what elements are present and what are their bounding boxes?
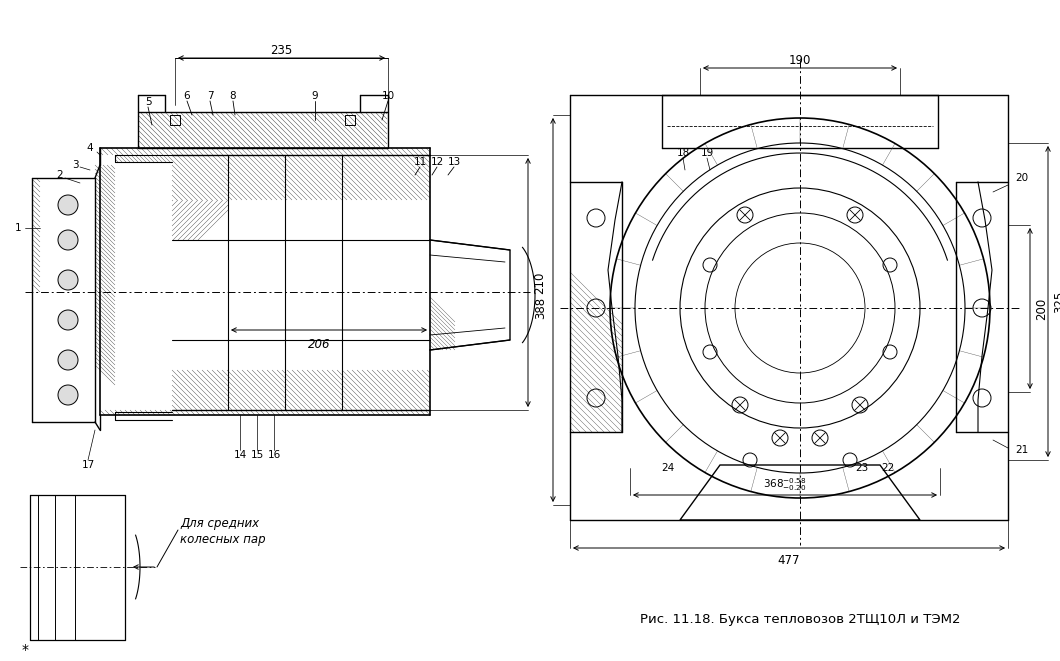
- Text: 15: 15: [250, 450, 264, 460]
- Text: 210: 210: [533, 271, 547, 293]
- Text: 3: 3: [72, 160, 78, 170]
- Text: 16: 16: [267, 450, 281, 460]
- Text: 17: 17: [82, 460, 94, 470]
- Text: 6: 6: [183, 91, 191, 101]
- Text: 190: 190: [789, 54, 811, 67]
- Circle shape: [58, 310, 78, 330]
- Text: 12: 12: [430, 157, 444, 167]
- Text: 13: 13: [447, 157, 461, 167]
- Text: 21: 21: [1015, 445, 1028, 455]
- Text: 5: 5: [144, 97, 152, 107]
- Circle shape: [58, 270, 78, 290]
- Text: 23: 23: [855, 463, 868, 473]
- Text: 388: 388: [534, 297, 548, 319]
- Text: 235: 235: [270, 44, 293, 56]
- Text: 200: 200: [1036, 297, 1048, 320]
- Text: 20: 20: [1015, 173, 1028, 183]
- Circle shape: [58, 195, 78, 215]
- Text: 477: 477: [778, 553, 800, 566]
- Bar: [170, 115, 180, 125]
- Text: 325: 325: [1054, 290, 1060, 313]
- Text: 8: 8: [230, 91, 236, 101]
- Text: 18: 18: [676, 148, 690, 158]
- Text: 19: 19: [701, 148, 713, 158]
- Text: 206: 206: [307, 338, 331, 352]
- Text: 1: 1: [15, 223, 21, 233]
- Text: Рис. 11.18. Букса тепловозов 2ТЩ10Л и ТЭМ2: Рис. 11.18. Букса тепловозов 2ТЩ10Л и ТЭ…: [640, 613, 960, 627]
- Text: 2: 2: [56, 170, 64, 180]
- Text: 14: 14: [233, 450, 247, 460]
- Text: 10: 10: [382, 91, 394, 101]
- Text: *: *: [21, 643, 29, 657]
- Text: $368^{-0.58}_{-0.20}$: $368^{-0.58}_{-0.20}$: [763, 477, 807, 493]
- Bar: [138, 112, 388, 148]
- Text: 24: 24: [661, 463, 674, 473]
- Bar: [344, 115, 355, 125]
- Text: Для средних: Для средних: [180, 516, 259, 529]
- Text: 11: 11: [413, 157, 426, 167]
- Text: 22: 22: [881, 463, 895, 473]
- Circle shape: [58, 350, 78, 370]
- Text: 9: 9: [312, 91, 318, 101]
- Text: колесных пар: колесных пар: [180, 533, 266, 547]
- Text: 4: 4: [87, 143, 93, 153]
- Circle shape: [58, 230, 78, 250]
- Circle shape: [58, 385, 78, 405]
- Text: 7: 7: [207, 91, 213, 101]
